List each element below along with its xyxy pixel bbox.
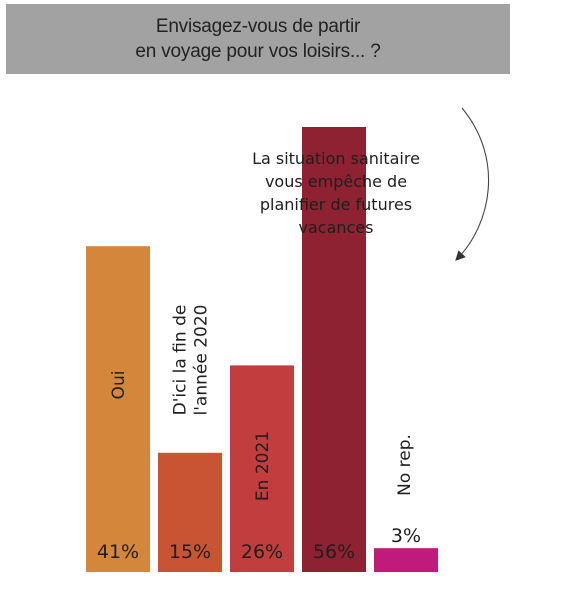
chart-title: Envisagez-vous de partir en voyage pour … — [6, 4, 510, 74]
chart-title-line-2: en voyage pour vos loisirs... ? — [135, 41, 381, 62]
category-label-4-line-0: No rep. — [395, 434, 415, 496]
value-label-2: 26% — [241, 541, 283, 563]
category-label-2-line-0: En 2021 — [253, 431, 273, 501]
bar-0 — [86, 246, 150, 573]
value-label-0: 41% — [97, 541, 139, 563]
category-label-1-line-1: l'année 2020 — [192, 305, 212, 416]
value-label-3: 56% — [313, 541, 355, 563]
annotation-line-1: vous empêche de — [265, 172, 407, 191]
bar-4 — [374, 548, 438, 572]
value-label-1: 15% — [169, 541, 211, 563]
bar-3 — [302, 127, 366, 572]
category-label-1: D'ici la fin de l'année 2020 — [171, 305, 212, 416]
annotation-line-0: La situation sanitaire — [252, 149, 420, 168]
category-label-0-line-0: Oui — [109, 371, 129, 400]
value-label-4: 3% — [391, 525, 421, 547]
category-label-4: No rep. — [395, 434, 415, 496]
annotation-line-2: planifier de futures — [260, 195, 412, 214]
category-label-2: En 2021 — [253, 431, 273, 501]
bar-2 — [230, 365, 294, 572]
category-label-1-line-0: D'ici la fin de — [171, 305, 191, 416]
annotation-line-3: vacances — [299, 218, 374, 237]
category-label-0: Oui — [109, 371, 129, 400]
bar-1 — [158, 452, 222, 572]
chart-title-line-1: Envisagez-vous de partir — [155, 16, 361, 37]
annotation-arrow — [455, 107, 490, 261]
